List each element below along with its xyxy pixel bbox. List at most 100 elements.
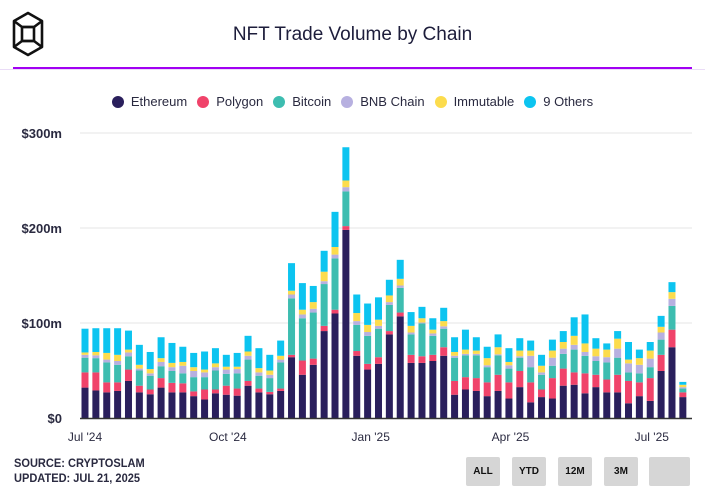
bar-segment-9-others xyxy=(233,352,241,367)
bar-segment-9-others xyxy=(190,352,198,368)
bar-segment-bnb-chain xyxy=(114,361,122,365)
title-divider xyxy=(13,67,692,69)
bar-segment-ethereum xyxy=(364,369,372,418)
bar-segment-polygon xyxy=(146,389,154,395)
bar-segment-ethereum xyxy=(527,402,535,418)
bar-segment-immutable xyxy=(494,347,502,355)
bar-segment-ethereum xyxy=(516,387,524,418)
bar-segment-bitcoin xyxy=(461,355,469,378)
bar-segment-bnb-chain xyxy=(527,355,535,368)
bar-segment-bitcoin xyxy=(255,375,263,389)
bar-segment-bnb-chain xyxy=(222,369,230,374)
bar-segment-ethereum xyxy=(81,387,89,418)
bar-segment-ethereum xyxy=(679,397,687,418)
bar-segment-immutable xyxy=(429,329,437,334)
bar-segment-bitcoin xyxy=(277,362,285,389)
bar-segment-immutable xyxy=(679,384,687,388)
bar-segment-bitcoin xyxy=(407,334,415,355)
bar-segment-bnb-chain xyxy=(625,363,632,373)
bar-segment-ethereum xyxy=(331,313,339,418)
bar-segment-bitcoin xyxy=(635,373,643,383)
bar-segment-polygon xyxy=(255,388,263,393)
range-all-button[interactable]: ALL xyxy=(466,457,500,486)
chart-title: NFT Trade Volume by Chain xyxy=(232,24,473,45)
bar-segment-bitcoin xyxy=(570,349,578,373)
bar-segment-9-others xyxy=(244,335,252,352)
bar-segment-bitcoin xyxy=(92,358,100,373)
bar-segment-9-others xyxy=(516,338,524,351)
bar-segment-9-others xyxy=(494,334,502,348)
legend-item-bnb-chain[interactable]: BNB Chain xyxy=(341,94,425,109)
bar-segment-polygon xyxy=(157,378,165,388)
bar-segment-polygon xyxy=(266,391,274,395)
bar-segment-polygon xyxy=(353,351,361,356)
bar-segment-immutable xyxy=(233,366,241,370)
bar-segment-immutable xyxy=(407,325,415,333)
bar-segment-ethereum xyxy=(266,394,274,418)
bar-segment-9-others xyxy=(179,346,187,362)
bar-segment-immutable xyxy=(374,319,382,326)
bar-segment-bnb-chain xyxy=(429,333,437,336)
bar-segment-bnb-chain xyxy=(418,322,426,324)
bar-segment-9-others xyxy=(374,297,382,320)
bar-segment-bitcoin xyxy=(592,361,600,375)
bar-segment-ethereum xyxy=(114,390,122,418)
bar-segment-immutable xyxy=(570,335,578,345)
bar-segment-bitcoin xyxy=(190,377,198,392)
bar-segment-bitcoin xyxy=(320,284,328,326)
bar-segment-immutable xyxy=(592,348,600,357)
legend-item-immutable[interactable]: Immutable xyxy=(434,94,514,109)
bar-segment-9-others xyxy=(353,294,361,314)
bar-segment-9-others xyxy=(157,337,165,359)
bar-segment-polygon xyxy=(331,309,339,314)
bar-segment-9-others xyxy=(396,259,404,279)
bar-segment-bitcoin xyxy=(451,357,459,381)
bar-segment-bnb-chain xyxy=(364,332,372,336)
bar-segment-bitcoin xyxy=(244,359,252,381)
bar-segment-9-others xyxy=(635,349,643,359)
legend-swatch xyxy=(434,95,447,108)
range-extra-button[interactable] xyxy=(649,457,690,486)
range-3m-button[interactable]: 3M xyxy=(604,457,638,486)
bar-segment-polygon xyxy=(190,391,198,397)
bar-segment-polygon xyxy=(168,382,176,393)
legend-item-ethereum[interactable]: Ethereum xyxy=(111,94,188,109)
bar-segment-immutable xyxy=(266,370,274,375)
bar-segment-9-others xyxy=(135,344,143,365)
range-12m-button[interactable]: 12M xyxy=(558,457,592,486)
bar-segment-immutable xyxy=(146,369,154,374)
bar-segment-bitcoin xyxy=(483,367,491,383)
bar-segment-bitcoin xyxy=(124,356,132,370)
bar-segment-9-others xyxy=(668,282,676,293)
bar-segment-immutable xyxy=(396,278,404,286)
bar-segment-immutable xyxy=(320,271,328,282)
bar-segment-immutable xyxy=(222,366,230,370)
bar-segment-polygon xyxy=(211,389,219,394)
bar-segment-ethereum xyxy=(635,396,643,418)
legend-item-polygon[interactable]: Polygon xyxy=(197,94,263,109)
bar-segment-bitcoin xyxy=(418,323,426,357)
bar-segment-9-others xyxy=(114,328,122,355)
bar-segment-polygon xyxy=(646,378,654,401)
bar-segment-bnb-chain xyxy=(320,281,328,285)
bar-segment-immutable xyxy=(81,352,89,355)
cryptoslam-logo xyxy=(12,11,44,57)
bar-segment-polygon xyxy=(516,370,524,388)
bar-segment-bnb-chain xyxy=(244,355,252,360)
bar-segment-9-others xyxy=(505,348,513,362)
y-tick-label: $100m xyxy=(22,316,62,331)
bar-segment-bitcoin xyxy=(505,368,513,383)
range-ytd-button[interactable]: YTD xyxy=(512,457,546,486)
bar-segment-9-others xyxy=(559,331,567,342)
legend-item-others[interactable]: 9 Others xyxy=(524,94,593,109)
bar-segment-immutable xyxy=(168,362,176,368)
legend-item-bitcoin[interactable]: Bitcoin xyxy=(273,94,331,109)
legend-label: Polygon xyxy=(216,94,264,109)
bar-segment-polygon xyxy=(657,354,665,371)
legend-label: Ethereum xyxy=(130,94,188,109)
bar-segment-ethereum xyxy=(418,362,426,418)
legend-swatch xyxy=(197,95,210,108)
bar-segment-polygon xyxy=(396,312,404,317)
bar-segment-bnb-chain xyxy=(309,308,317,313)
bar-segment-immutable xyxy=(114,354,122,361)
